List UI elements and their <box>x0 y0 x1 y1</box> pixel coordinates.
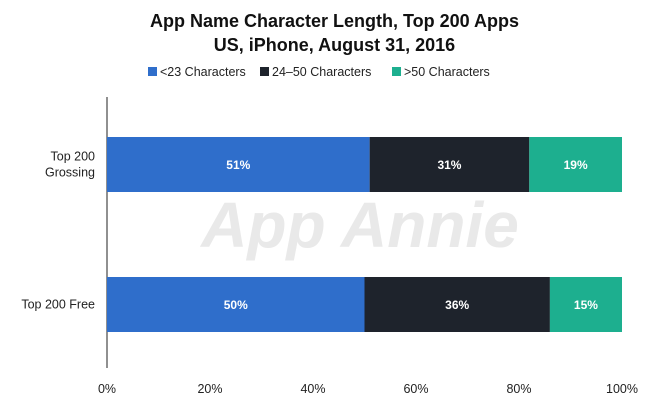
data-label: 15% <box>574 298 598 312</box>
bar-segment <box>107 277 365 332</box>
legend-swatch <box>260 67 269 76</box>
legend: <23 Characters 24–50 Characters >50 Charac… <box>148 65 490 79</box>
legend-label: 24–50 Characters <box>272 65 371 79</box>
bar-segment <box>364 277 550 332</box>
bar-segment <box>529 137 622 192</box>
chart-title: App Name Character Length, Top 200 Apps <box>150 11 519 31</box>
data-label: 31% <box>437 158 461 172</box>
bar-segment <box>369 137 530 192</box>
legend-swatch <box>392 67 401 76</box>
category-label: Top 200 Grossing <box>45 150 95 180</box>
chart-subtitle: US, iPhone, August 31, 2016 <box>214 35 455 55</box>
x-tick-label: 20% <box>197 382 222 396</box>
bar-segment <box>549 277 622 332</box>
legend-swatch <box>148 67 157 76</box>
x-tick-label: 100% <box>606 382 638 396</box>
x-tick-label: 40% <box>300 382 325 396</box>
x-axis-ticks: 0% 20% 40% 60% 80% 100% <box>98 382 638 396</box>
legend-label: >50 Characters <box>404 65 490 79</box>
x-tick-label: 60% <box>403 382 428 396</box>
data-label: 50% <box>224 298 248 312</box>
bars: 51% 31% 19% 50% 36% 15% <box>107 137 622 332</box>
category-label: Top 200 Free <box>21 298 95 312</box>
data-label: 51% <box>226 158 250 172</box>
x-tick-label: 80% <box>506 382 531 396</box>
category-labels: Top 200 Grossing Top 200 Free <box>21 150 95 312</box>
watermark: App Annie <box>199 189 519 261</box>
legend-label: <23 Characters <box>160 65 246 79</box>
bar-segment <box>107 137 370 192</box>
x-tick-label: 0% <box>98 382 116 396</box>
data-label: 19% <box>564 158 588 172</box>
data-label: 36% <box>445 298 469 312</box>
